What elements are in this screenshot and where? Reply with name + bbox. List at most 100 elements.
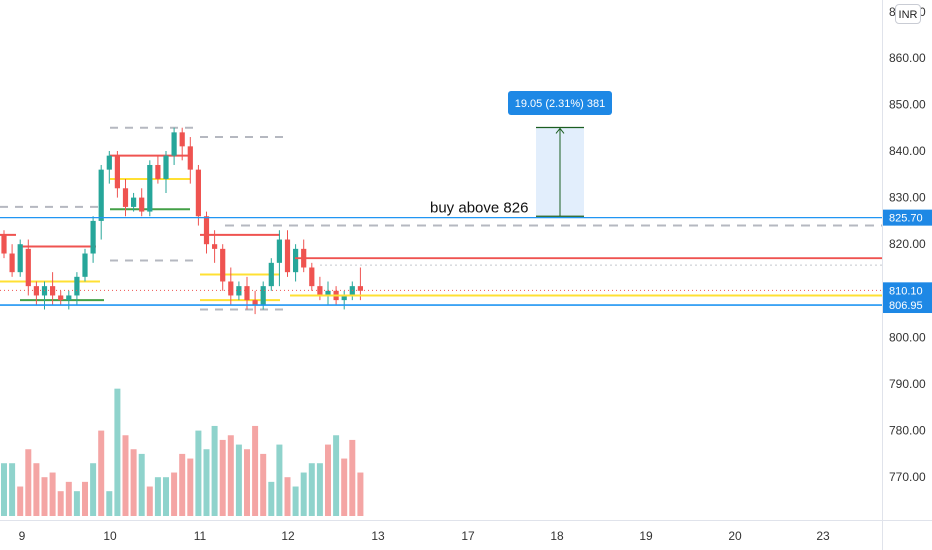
- volume-bar: [333, 435, 340, 516]
- candle-body: [203, 216, 210, 245]
- volume-bar: [154, 477, 161, 516]
- volume-bar: [49, 472, 56, 516]
- candle-body: [252, 300, 258, 305]
- volume-bar: [122, 435, 129, 516]
- currency-button[interactable]: INR: [895, 4, 921, 24]
- level-lines: [0, 126, 285, 311]
- volume-bar: [33, 463, 40, 516]
- buy-annotation[interactable]: buy above 826: [430, 200, 528, 217]
- candle-body: [58, 295, 64, 301]
- volume-bar: [114, 388, 121, 516]
- time-axis[interactable]: 9 10 11 12 13 17 18 19 20 23: [19, 529, 830, 543]
- volume-bar: [308, 463, 315, 516]
- price-tag-bg: [883, 282, 932, 299]
- candle-body: [325, 290, 331, 296]
- volume-bar: [65, 481, 72, 516]
- candle-body: [212, 244, 218, 249]
- volume-bar: [9, 463, 16, 516]
- volume-bar: [211, 425, 218, 516]
- volume-bar: [57, 491, 64, 516]
- x-tick-label: 10: [103, 529, 117, 543]
- candle-body: [17, 244, 23, 273]
- candle-body: [155, 164, 161, 179]
- price-tag-bg: [883, 297, 932, 314]
- candle-body: [284, 239, 291, 273]
- volume-bar: [284, 477, 291, 516]
- candle-body: [220, 248, 226, 282]
- volume-bar: [187, 458, 194, 516]
- price-tag-label: 810.10: [889, 285, 923, 297]
- candle-body: [293, 248, 299, 273]
- volume-bar: [138, 453, 145, 516]
- candle-body: [66, 295, 72, 301]
- x-tick-label: 17: [461, 529, 475, 543]
- candle-body: [260, 286, 266, 305]
- y-tick-label: 830.00: [889, 191, 926, 205]
- y-tick-label: 790.00: [889, 377, 926, 391]
- y-tick-label: 820.00: [889, 237, 926, 251]
- volume-bar: [98, 430, 105, 516]
- volume-bar: [171, 472, 178, 516]
- volume-bar: [25, 449, 32, 516]
- y-tick-label: 860.00: [889, 51, 926, 65]
- volume-bar: [73, 491, 80, 516]
- x-tick-label: 9: [19, 529, 26, 543]
- candle-body: [357, 286, 363, 291]
- arrow-up-icon: [555, 127, 565, 134]
- volume-bar: [292, 486, 299, 516]
- volume-bar: [163, 477, 169, 516]
- x-tick-label: 23: [816, 529, 830, 543]
- candle-body: [114, 155, 120, 189]
- volume-bar: [235, 444, 242, 516]
- volume-bar: [41, 477, 48, 516]
- candle-body: [163, 155, 169, 179]
- volume-bar: [90, 463, 97, 516]
- volume-bar: [130, 449, 137, 516]
- volume-bar: [244, 449, 250, 516]
- volume-bars: [1, 388, 364, 516]
- y-tick-label: 780.00: [889, 424, 926, 438]
- x-tick-label: 19: [639, 529, 653, 543]
- x-tick-label: 20: [728, 529, 742, 543]
- x-tick-label: 11: [194, 529, 207, 543]
- candle-body: [179, 132, 185, 147]
- candle-body: [90, 220, 96, 254]
- price-tag-bg: [883, 209, 932, 226]
- candle-body: [309, 267, 315, 287]
- y-tick-label: 770.00: [889, 470, 926, 484]
- price-label-tags: 825.70 810.10 806.95: [883, 209, 932, 314]
- volume-bar: [349, 439, 356, 516]
- candle-body: [341, 295, 347, 301]
- candle-body: [268, 262, 274, 287]
- volume-bar: [316, 463, 323, 516]
- y-tick-label: 840.00: [889, 144, 926, 158]
- candle-body: [139, 197, 145, 212]
- candle-body: [236, 286, 242, 296]
- candle-body: [131, 197, 137, 207]
- volume-bar: [357, 472, 364, 516]
- volume-bar: [276, 444, 283, 516]
- volume-bar: [268, 481, 275, 516]
- volume-bar: [325, 444, 331, 516]
- candle-body: [187, 146, 193, 170]
- volume-bar: [146, 486, 153, 516]
- candle-body: [122, 188, 129, 207]
- price-range-label-bg: [508, 91, 612, 115]
- volume-bar: [195, 430, 202, 516]
- candle-body: [9, 253, 15, 273]
- candle-body: [244, 286, 250, 301]
- price-tag-label: 806.95: [889, 300, 923, 312]
- price-axis[interactable]: 870.00860.00850.00840.00830.00820.00810.…: [889, 5, 926, 484]
- candle-body: [106, 155, 112, 170]
- volume-bar: [179, 453, 186, 516]
- candle-body: [317, 286, 323, 296]
- volume-bar: [203, 449, 210, 516]
- price-range-label: 19.05 (2.31%) 381: [515, 98, 606, 110]
- volume-bar: [300, 472, 307, 516]
- candle-body: [228, 281, 234, 296]
- candle-body: [1, 234, 7, 254]
- candle-body: [98, 169, 104, 221]
- y-tick-label: 800.00: [889, 330, 926, 344]
- volume-bar: [252, 425, 259, 516]
